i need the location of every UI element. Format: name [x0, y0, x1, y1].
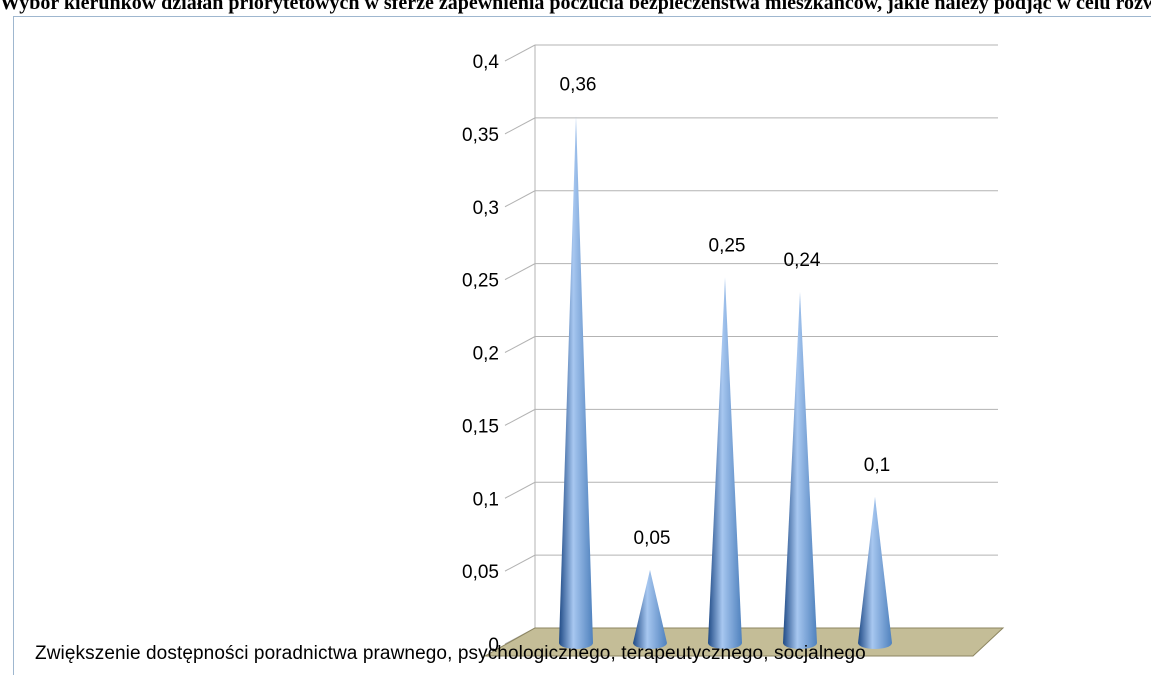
y-tick-label: 0,15	[462, 416, 499, 437]
gridline	[504, 44, 998, 62]
data-label: 0,25	[709, 235, 746, 256]
page-title: Wybór kierunków działań priorytetowych w…	[0, 0, 1151, 14]
bar-cone	[633, 569, 667, 649]
gridline	[504, 117, 998, 135]
gridline	[504, 190, 998, 208]
y-tick-label: 0,25	[462, 271, 499, 292]
y-tick-label: 0,4	[473, 52, 500, 73]
y-tick-label: 0,1	[473, 489, 499, 510]
bar-cone	[783, 292, 817, 649]
data-label: 0,24	[784, 250, 821, 271]
x-category-label: Zwiększenie dostępności poradnictwa praw…	[35, 643, 866, 664]
data-label: 0,05	[634, 528, 671, 549]
gridline	[504, 554, 998, 572]
y-tick-label: 0,35	[462, 125, 499, 146]
y-tick-label: 0,05	[462, 562, 499, 583]
y-tick-label: 0,2	[473, 344, 499, 365]
chart-area-border	[13, 16, 1151, 675]
data-label: 0,1	[864, 455, 890, 476]
bar-cone	[559, 116, 593, 649]
gridline	[504, 263, 998, 281]
gridline	[504, 481, 998, 499]
data-label: 0,36	[560, 75, 597, 96]
bar-cone	[858, 496, 892, 649]
bar-cone	[708, 277, 742, 649]
y-tick-label: 0	[488, 635, 499, 656]
gridline	[504, 336, 998, 353]
y-tick-label: 0,3	[473, 198, 499, 219]
gridline	[504, 408, 998, 426]
